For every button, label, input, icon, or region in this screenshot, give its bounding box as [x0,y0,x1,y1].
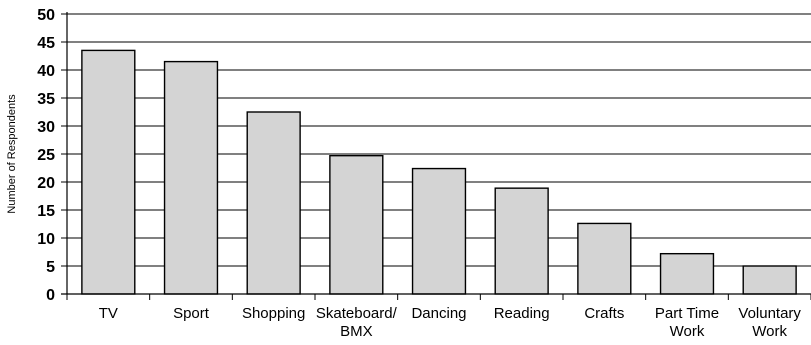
x-ticks: TV Sport Shopping Skateboard/BMX Dancing Read… [99,305,802,340]
y-ticks: 0 5 10 15 20 25 30 35 40 45 50 [37,7,67,304]
x-tick-label: Dancing [411,305,466,322]
x-tick-label: Shopping [242,305,305,322]
x-tick-label: Skateboard/ [316,305,398,322]
y-tick-label: 30 [37,119,55,136]
bar [742,265,797,295]
bar [659,252,715,295]
y-tick-label: 25 [37,147,55,164]
x-tick-label: BMX [340,323,373,340]
y-axis-label: Number of Respondents [6,94,18,214]
x-tick-label: Voluntary [738,305,801,322]
y-tick-label: 0 [46,287,55,304]
bar [163,60,219,295]
bars [81,49,797,295]
y-tick-label: 35 [37,91,55,108]
x-tick-label: Work [670,323,705,340]
y-tick-label: 20 [37,175,55,192]
x-tick-label: Reading [494,305,550,322]
bar [246,111,301,295]
bar [81,49,136,295]
x-tick-label: Work [752,323,787,340]
bar [577,222,632,295]
x-tick-label: Part Time [655,305,719,322]
bar [411,167,467,295]
x-tick-label: Sport [173,305,210,322]
bar [329,154,384,295]
y-tick-label: 15 [37,203,55,220]
x-tick-label: TV [99,305,118,322]
axes [61,12,811,300]
y-tick-label: 45 [37,35,55,52]
bar [494,187,549,295]
y-tick-label: 40 [37,63,55,80]
x-tick-label: Crafts [584,305,624,322]
y-tick-label: 10 [37,231,55,248]
y-tick-label: 5 [46,259,55,276]
y-tick-label: 50 [37,7,55,24]
